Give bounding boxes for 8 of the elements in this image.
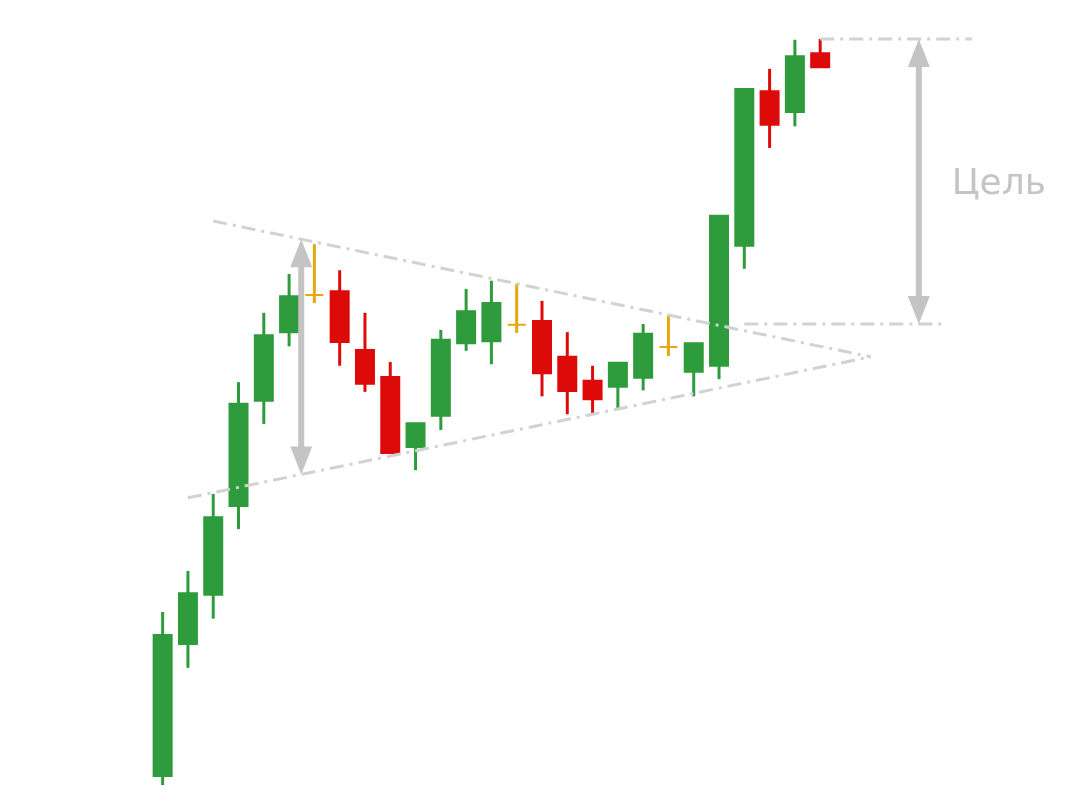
candlestick xyxy=(810,39,831,69)
candlestick xyxy=(607,361,628,410)
candlestick xyxy=(304,244,325,305)
candlestick xyxy=(405,422,426,472)
candlestick xyxy=(658,315,679,358)
candlestick xyxy=(506,283,527,333)
annotation: Цель xyxy=(951,160,1046,202)
candlestick xyxy=(582,365,603,415)
